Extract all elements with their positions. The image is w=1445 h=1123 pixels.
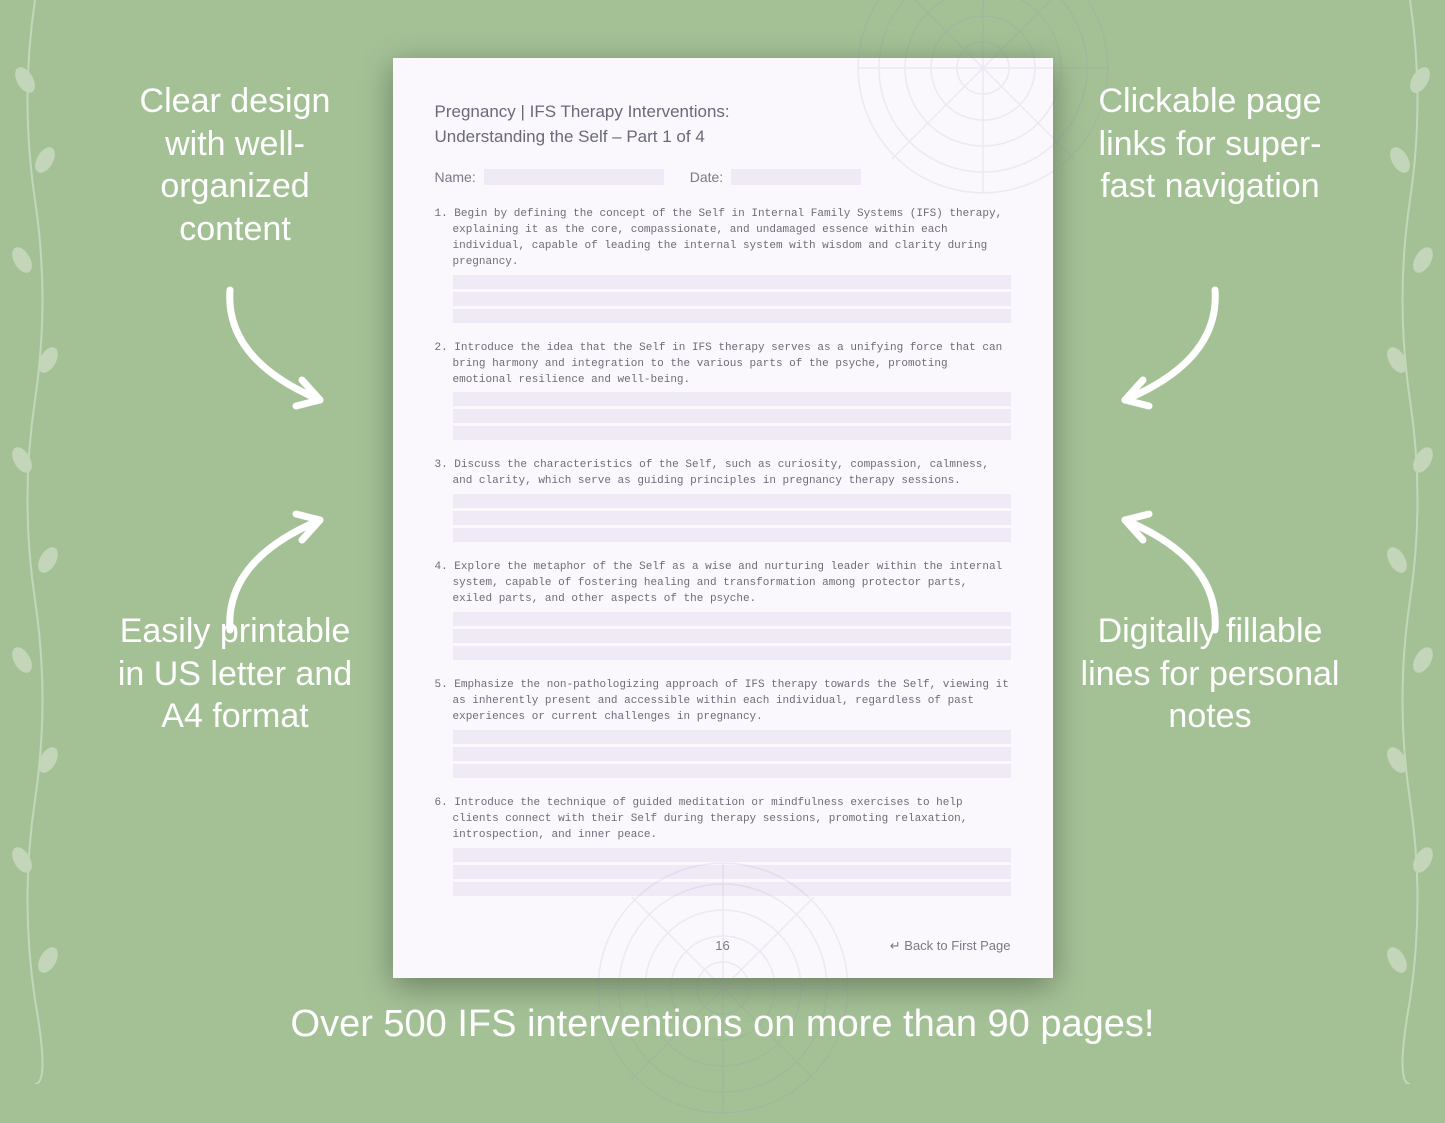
fill-line[interactable] (453, 764, 1011, 778)
item-text: 5. Emphasize the non-pathologizing appro… (435, 678, 1011, 726)
fill-line[interactable] (453, 494, 1011, 508)
items-list: 1. Begin by defining the concept of the … (435, 207, 1011, 896)
fill-line[interactable] (453, 646, 1011, 660)
item-text: 1. Begin by defining the concept of the … (435, 207, 1011, 271)
item-text: 3. Discuss the characteristics of the Se… (435, 458, 1011, 490)
document-page: Pregnancy | IFS Therapy Interventions: U… (393, 58, 1053, 978)
list-item: 4. Explore the metaphor of the Self as a… (435, 560, 1011, 660)
decorative-vine-left (0, 0, 70, 1084)
fill-line[interactable] (453, 275, 1011, 289)
fill-line[interactable] (453, 612, 1011, 626)
fill-line[interactable] (453, 426, 1011, 440)
item-text: 2. Introduce the idea that the Self in I… (435, 341, 1011, 389)
arrow-icon-bottom-right (1095, 500, 1235, 640)
list-item: 3. Discuss the characteristics of the Se… (435, 458, 1011, 542)
decorative-vine-right (1375, 0, 1445, 1084)
list-item: 5. Emphasize the non-pathologizing appro… (435, 678, 1011, 778)
mandala-decoration-bottom (593, 858, 853, 1118)
fill-line[interactable] (453, 392, 1011, 406)
back-to-first-link[interactable]: ↵ Back to First Page (890, 938, 1011, 954)
fill-line[interactable] (453, 730, 1011, 744)
fill-line[interactable] (453, 747, 1011, 761)
mandala-decoration-top (853, 0, 1113, 198)
arrow-icon-top-left (210, 280, 350, 420)
item-text: 6. Introduce the technique of guided med… (435, 796, 1011, 844)
date-label: Date: (690, 169, 723, 185)
arrow-icon-bottom-left (210, 500, 350, 640)
fill-line[interactable] (453, 309, 1011, 323)
fill-line[interactable] (453, 409, 1011, 423)
list-item: 1. Begin by defining the concept of the … (435, 207, 1011, 323)
fill-line[interactable] (453, 511, 1011, 525)
fill-line[interactable] (453, 528, 1011, 542)
page-footer: 16 ↵ Back to First Page (435, 938, 1011, 954)
fill-line[interactable] (453, 292, 1011, 306)
fill-line[interactable] (453, 629, 1011, 643)
callout-top-right: Clickable page links for super-fast navi… (1080, 80, 1340, 208)
date-input-fill[interactable] (731, 169, 861, 185)
item-text: 4. Explore the metaphor of the Self as a… (435, 560, 1011, 608)
callout-top-left: Clear design with well-organized content (105, 80, 365, 250)
name-label: Name: (435, 169, 476, 185)
arrow-icon-top-right (1095, 280, 1235, 420)
name-input-fill[interactable] (484, 169, 664, 185)
list-item: 2. Introduce the idea that the Self in I… (435, 341, 1011, 441)
page-number: 16 (715, 938, 729, 953)
footer-banner: Over 500 IFS interventions on more than … (0, 1003, 1445, 1046)
